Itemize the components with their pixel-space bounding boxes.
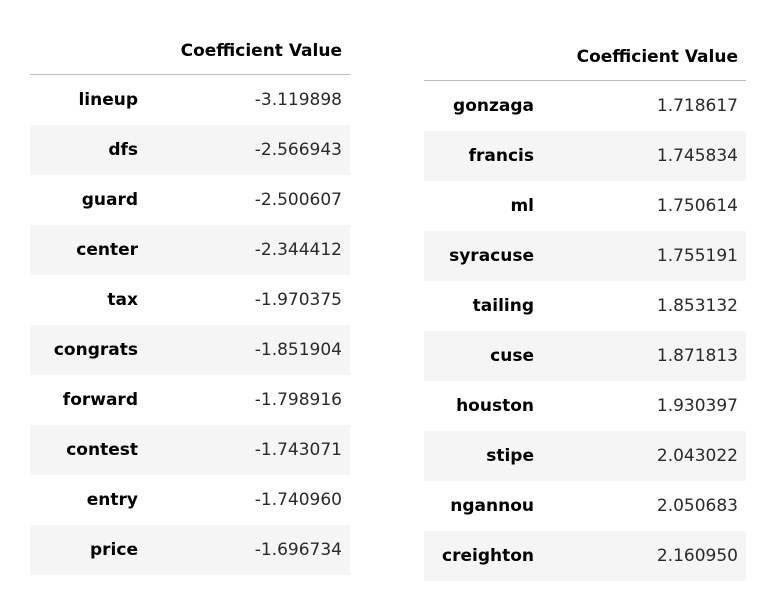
table-row: creighton 2.160950 bbox=[424, 531, 746, 581]
table-row: francis 1.745834 bbox=[424, 131, 746, 181]
row-term: price bbox=[90, 540, 138, 560]
row-term: houston bbox=[456, 396, 534, 416]
row-value: -2.344412 bbox=[254, 240, 342, 260]
row-value: -2.500607 bbox=[254, 190, 342, 210]
row-term: entry bbox=[86, 490, 138, 510]
row-term: guard bbox=[81, 190, 138, 210]
row-value: 1.871813 bbox=[656, 346, 738, 366]
row-value: -1.798916 bbox=[254, 390, 342, 410]
row-value: 1.930397 bbox=[656, 396, 738, 416]
row-value: 1.718617 bbox=[656, 96, 738, 116]
row-value: 1.755191 bbox=[656, 246, 738, 266]
column-header: Coefficient Value bbox=[542, 34, 746, 81]
row-value: 1.745834 bbox=[656, 146, 738, 166]
row-term: lineup bbox=[78, 90, 138, 110]
table-row: houston 1.930397 bbox=[424, 381, 746, 431]
table-row: ngannou 2.050683 bbox=[424, 481, 746, 531]
table-row: syracuse 1.755191 bbox=[424, 231, 746, 281]
row-term: tax bbox=[107, 290, 138, 310]
table-row: cuse 1.871813 bbox=[424, 331, 746, 381]
table-row: gonzaga 1.718617 bbox=[424, 80, 746, 131]
table-row: ml 1.750614 bbox=[424, 181, 746, 231]
table-row: entry -1.740960 bbox=[30, 475, 350, 525]
row-term: ngannou bbox=[450, 496, 534, 516]
row-value: 2.050683 bbox=[656, 496, 738, 516]
negative-coefficients-table: Coefficient Value lineup -3.119898 dfs -… bbox=[30, 28, 350, 575]
row-term: cuse bbox=[490, 346, 534, 366]
table-row: dfs -2.566943 bbox=[30, 125, 350, 175]
table-row: price -1.696734 bbox=[30, 525, 350, 575]
row-value: -1.743071 bbox=[254, 440, 342, 460]
table-row: congrats -1.851904 bbox=[30, 325, 350, 375]
row-value: 1.853132 bbox=[656, 296, 738, 316]
table-row: center -2.344412 bbox=[30, 225, 350, 275]
row-value: -1.970375 bbox=[254, 290, 342, 310]
row-value: 2.043022 bbox=[656, 446, 738, 466]
row-term: congrats bbox=[53, 340, 138, 360]
positive-coefficients-table: Coefficient Value gonzaga 1.718617 franc… bbox=[424, 34, 746, 581]
table-row: tailing 1.853132 bbox=[424, 281, 746, 331]
index-header bbox=[30, 28, 146, 75]
row-term: creighton bbox=[442, 546, 534, 566]
row-term: syracuse bbox=[449, 246, 534, 266]
column-header: Coefficient Value bbox=[146, 28, 350, 75]
table-header-row: Coefficient Value bbox=[30, 28, 350, 75]
row-term: center bbox=[76, 240, 138, 260]
row-term: gonzaga bbox=[453, 96, 534, 116]
row-term: ml bbox=[510, 196, 534, 216]
row-value: 2.160950 bbox=[656, 546, 738, 566]
table-row: contest -1.743071 bbox=[30, 425, 350, 475]
table-row: guard -2.500607 bbox=[30, 175, 350, 225]
table-row: forward -1.798916 bbox=[30, 375, 350, 425]
row-term: stipe bbox=[486, 446, 534, 466]
row-value: -1.696734 bbox=[254, 540, 342, 560]
row-term: tailing bbox=[472, 296, 534, 316]
table-row: stipe 2.043022 bbox=[424, 431, 746, 481]
row-value: 1.750614 bbox=[656, 196, 738, 216]
row-value: -1.851904 bbox=[254, 340, 342, 360]
table-header-row: Coefficient Value bbox=[424, 34, 746, 81]
index-header bbox=[424, 34, 542, 81]
row-value: -2.566943 bbox=[254, 140, 342, 160]
row-term: dfs bbox=[108, 140, 138, 160]
row-term: contest bbox=[66, 440, 138, 460]
row-value: -3.119898 bbox=[254, 90, 342, 110]
table-row: lineup -3.119898 bbox=[30, 74, 350, 125]
row-term: francis bbox=[468, 146, 534, 166]
row-value: -1.740960 bbox=[254, 490, 342, 510]
table-row: tax -1.970375 bbox=[30, 275, 350, 325]
row-term: forward bbox=[62, 390, 138, 410]
